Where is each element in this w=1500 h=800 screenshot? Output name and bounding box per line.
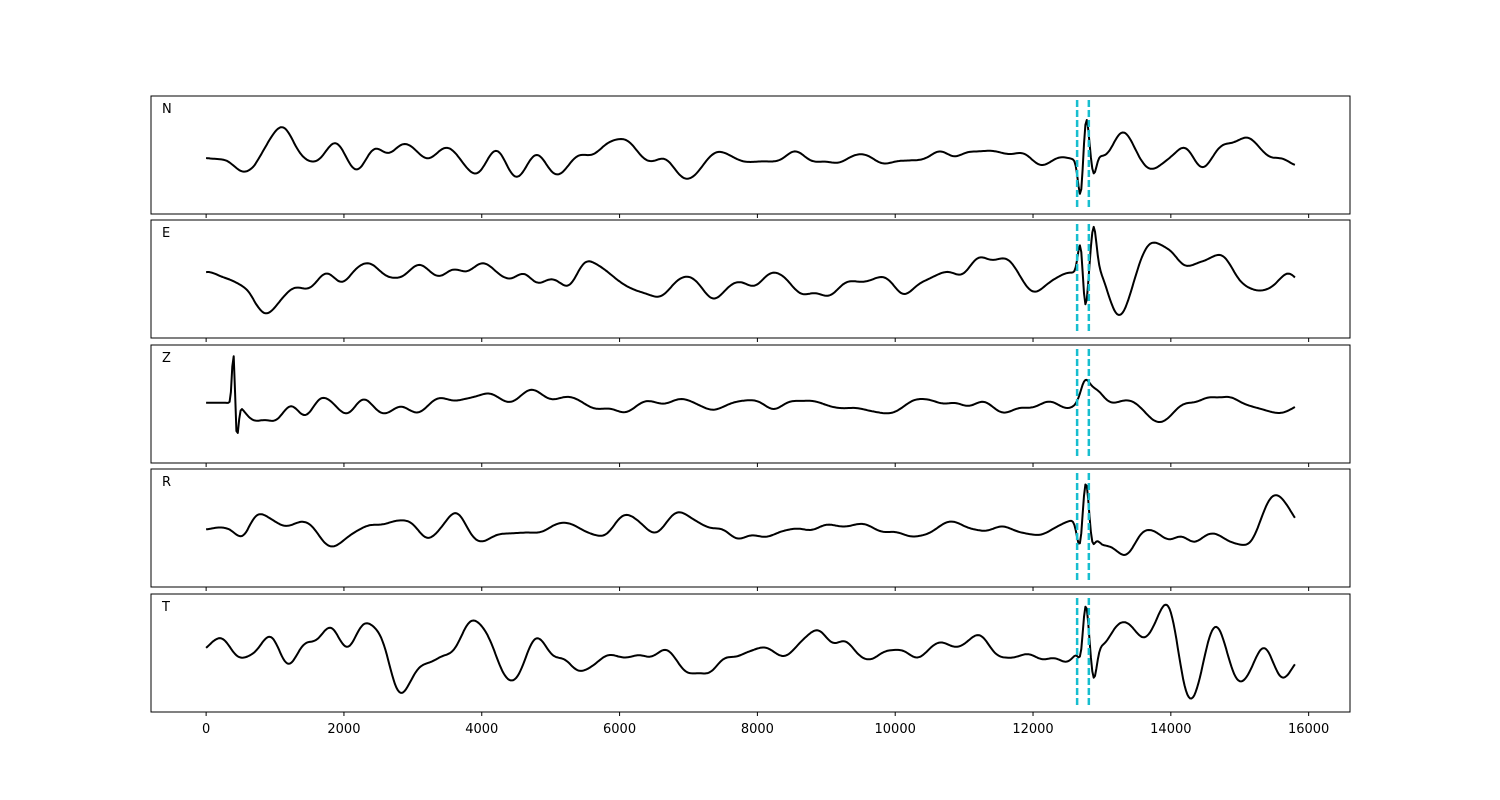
x-tick-label: 14000	[1150, 722, 1191, 737]
panel-t: T	[150, 593, 1351, 716]
x-tick-label: 0	[202, 722, 210, 737]
x-tick-label: 2000	[327, 722, 360, 737]
trace-line	[206, 355, 1296, 434]
panel-label: N	[162, 102, 172, 117]
x-tick-label: 8000	[741, 722, 774, 737]
trace-line	[206, 225, 1296, 316]
panel-label: T	[161, 600, 170, 615]
panel-n: N	[150, 95, 1351, 218]
trace-line	[206, 483, 1296, 556]
x-tick-label: 12000	[1012, 722, 1053, 737]
trace-line	[205, 603, 1296, 700]
panel-z: Z	[150, 344, 1351, 467]
x-tick-label: 4000	[465, 722, 498, 737]
panel-frame	[150, 468, 1351, 588]
x-tick-label: 16000	[1288, 722, 1329, 737]
panel-frame	[150, 593, 1351, 713]
trace-line	[205, 119, 1296, 195]
panel-frame	[150, 95, 1351, 215]
panel-label: Z	[162, 351, 171, 366]
panel-frame	[150, 219, 1351, 339]
panel-e: E	[150, 219, 1351, 342]
panel-r: R	[150, 468, 1351, 591]
x-tick-label: 10000	[875, 722, 916, 737]
panel-label: R	[162, 475, 171, 490]
x-tick-label: 6000	[603, 722, 636, 737]
panel-label: E	[162, 226, 170, 241]
panel-frame	[150, 344, 1351, 464]
